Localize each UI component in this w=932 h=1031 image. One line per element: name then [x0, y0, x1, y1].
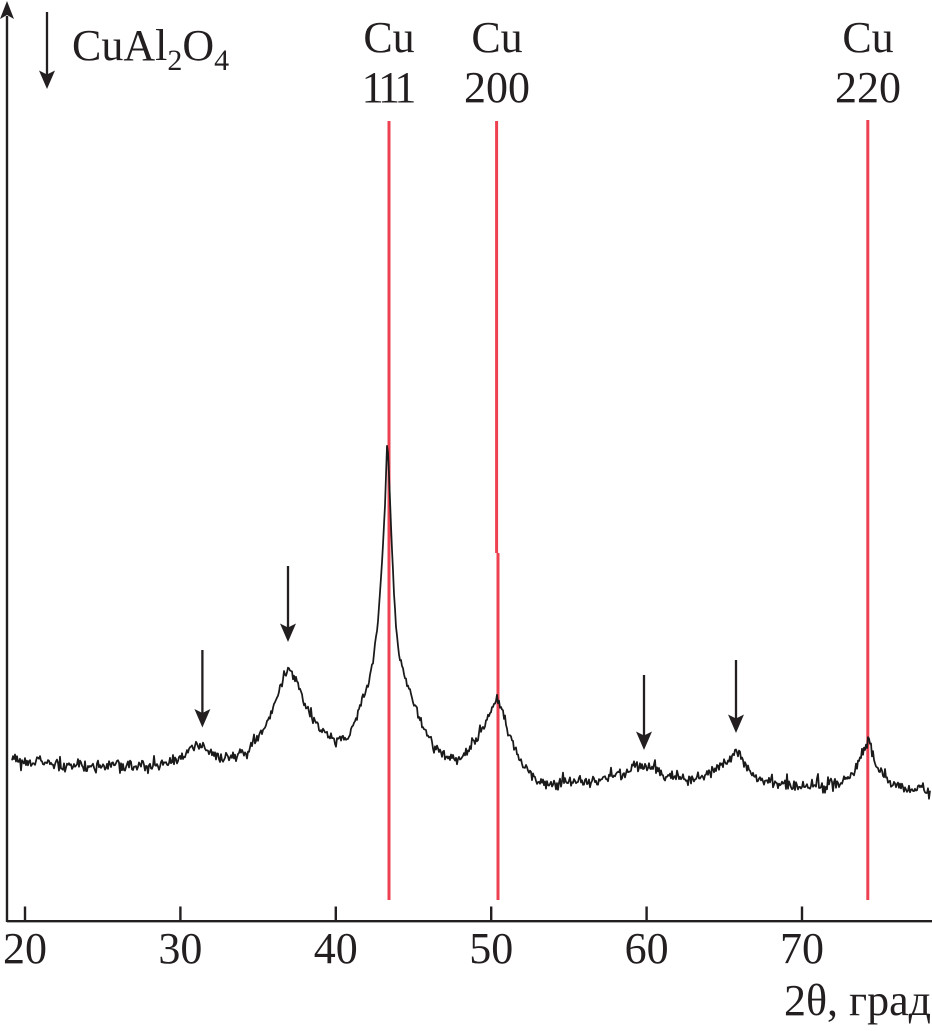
svg-text:20: 20: [3, 924, 47, 973]
svg-text:70: 70: [780, 924, 824, 973]
svg-text:111: 111: [362, 63, 415, 112]
svg-text:220: 220: [835, 63, 901, 112]
svg-text:60: 60: [625, 924, 669, 973]
svg-text:30: 30: [158, 924, 202, 973]
svg-text:200: 200: [464, 63, 530, 112]
svg-text:40: 40: [314, 924, 358, 973]
svg-text:50: 50: [469, 924, 513, 973]
svg-text:Cu: Cu: [363, 13, 414, 62]
svg-text:CuAl2O4: CuAl2O4: [72, 21, 229, 77]
svg-text:Cu: Cu: [842, 13, 893, 62]
svg-text:2θ, град: 2θ, град: [784, 976, 931, 1025]
svg-text:Cu: Cu: [471, 13, 522, 62]
